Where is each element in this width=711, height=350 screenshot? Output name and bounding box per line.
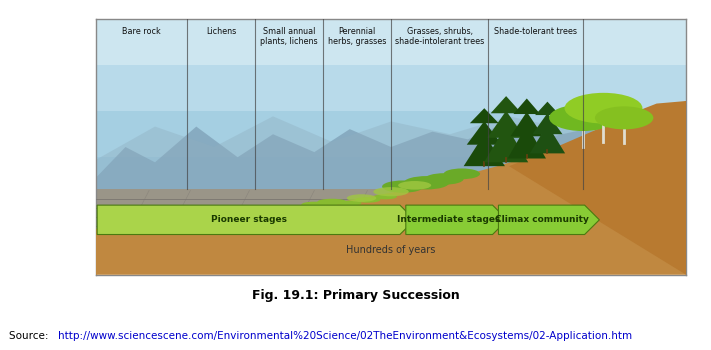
Polygon shape [508,125,546,159]
Text: Lichens: Lichens [206,27,237,36]
Ellipse shape [565,93,643,124]
Ellipse shape [595,106,653,130]
Ellipse shape [424,173,464,185]
Polygon shape [513,98,540,114]
Bar [96,203,686,229]
Polygon shape [97,205,415,235]
Bar [96,189,686,237]
Polygon shape [466,121,502,145]
Polygon shape [484,126,528,162]
Polygon shape [509,101,686,275]
Text: Bare rock: Bare rock [122,27,161,36]
Ellipse shape [382,181,424,193]
Ellipse shape [398,181,431,190]
Polygon shape [510,112,543,136]
Polygon shape [498,205,599,235]
Ellipse shape [129,218,151,225]
Bar [96,111,686,157]
Polygon shape [491,96,522,113]
Ellipse shape [355,197,380,203]
Ellipse shape [317,199,347,205]
Ellipse shape [347,194,376,202]
Text: Grasses, shrubs,
shade-intolerant trees: Grasses, shrubs, shade-intolerant trees [395,27,484,46]
Ellipse shape [338,201,361,206]
Polygon shape [470,108,498,123]
Text: Shade-tolerant trees: Shade-tolerant trees [494,27,577,36]
Text: Small annual
plants, lichens: Small annual plants, lichens [260,27,318,46]
Text: Fig. 19.1: Primary Succession: Fig. 19.1: Primary Succession [252,289,459,302]
Polygon shape [406,205,508,235]
Text: Pioneer stages: Pioneer stages [210,215,287,224]
Ellipse shape [152,217,176,225]
Polygon shape [96,101,686,275]
Polygon shape [530,125,565,153]
Ellipse shape [373,194,397,200]
Ellipse shape [373,187,409,196]
Polygon shape [487,111,525,138]
Ellipse shape [404,176,449,189]
Polygon shape [96,116,686,229]
Ellipse shape [549,105,616,131]
Text: Source:: Source: [9,331,51,341]
Text: Hundreds of years: Hundreds of years [346,245,436,256]
Ellipse shape [301,202,327,207]
Polygon shape [96,121,686,229]
Bar [96,19,686,65]
Bar [96,157,686,203]
Ellipse shape [133,211,171,225]
Polygon shape [533,113,562,134]
Text: Perennial
herbs, grasses: Perennial herbs, grasses [328,27,386,46]
Text: Intermediate stages: Intermediate stages [397,215,501,224]
Polygon shape [464,134,505,166]
Ellipse shape [444,168,480,179]
Text: http://www.sciencescene.com/Environmental%20Science/02TheEnvironment&Ecosystems/: http://www.sciencescene.com/Environmenta… [58,331,632,341]
Text: Climax community: Climax community [495,215,589,224]
Ellipse shape [156,207,189,220]
Polygon shape [535,102,560,115]
Bar [96,65,686,111]
Bar [108,223,149,228]
